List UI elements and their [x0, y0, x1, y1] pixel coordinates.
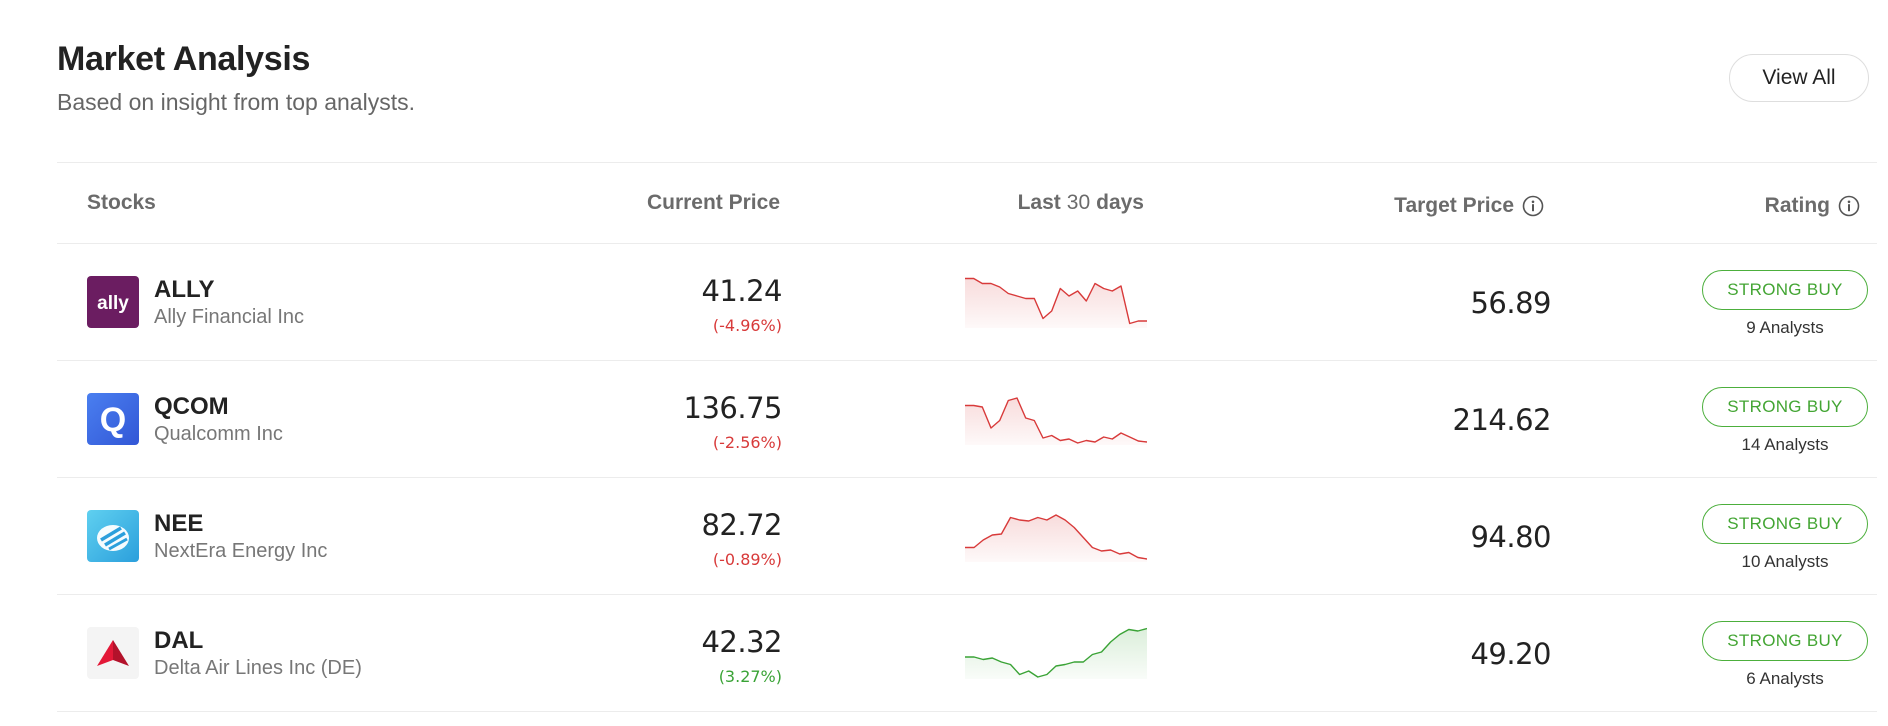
table-row[interactable]: ally ALLY Ally Financial Inc 41.24 (-4.9… [57, 244, 1877, 361]
rating-badge[interactable]: STRONG BUY [1702, 621, 1868, 661]
column-header-last-30-days: Last 30 days [1018, 191, 1144, 215]
ally-logo-icon: ally [87, 276, 139, 328]
column-header-stocks[interactable]: Stocks [87, 191, 156, 214]
analyst-count: 10 Analysts [1741, 552, 1829, 571]
company-name: Ally Financial Inc [154, 306, 305, 328]
current-price: 136.75 [683, 391, 783, 425]
price-change: (-2.56%) [712, 433, 782, 452]
days-label: days [1096, 191, 1144, 214]
info-icon[interactable] [1838, 195, 1860, 217]
company-name: Delta Air Lines Inc (DE) [154, 657, 362, 679]
rating-badge[interactable]: STRONG BUY [1702, 270, 1868, 310]
sparkline-line [965, 277, 1147, 325]
target-price: 49.20 [1470, 637, 1551, 671]
sparkline-chart [965, 277, 1147, 328]
stock-ticker[interactable]: DAL [154, 627, 204, 654]
view-all-button[interactable]: View All [1729, 54, 1869, 102]
sparkline-area [965, 398, 1147, 445]
analyst-count: 14 Analysts [1741, 435, 1829, 454]
sparkline-chart [965, 627, 1147, 679]
sparkline-line [965, 397, 1147, 444]
table-row[interactable]: DAL Delta Air Lines Inc (DE) 42.32 (3.27… [57, 595, 1877, 712]
market-analysis-table: Stocks Current Price Last 30 days Target… [57, 162, 1877, 712]
delta-logo-icon [87, 627, 139, 679]
target-price: 56.89 [1470, 286, 1551, 320]
sparkline-line [965, 627, 1147, 678]
table-row[interactable]: Q QCOM Qualcomm Inc 136.75 (-2.56%) 214.… [57, 361, 1877, 478]
column-header-target-price[interactable]: Target Price [1394, 194, 1544, 218]
analyst-count: 6 Analysts [1746, 669, 1824, 688]
last-label: Last [1017, 191, 1061, 214]
stock-ticker[interactable]: QCOM [154, 393, 229, 420]
rating-badge[interactable]: STRONG BUY [1702, 504, 1868, 544]
column-header-rating[interactable]: Rating [1765, 194, 1860, 218]
stock-ticker[interactable]: ALLY [154, 276, 215, 303]
qualcomm-logo-icon: Q [87, 393, 139, 445]
table-header: Stocks Current Price Last 30 days Target… [57, 162, 1877, 244]
nextera-logo-icon [87, 510, 139, 562]
company-name: NextEra Energy Inc [154, 540, 328, 562]
sparkline-chart [965, 514, 1147, 562]
price-change: (-4.96%) [712, 316, 782, 335]
column-header-current-price[interactable]: Current Price [646, 191, 780, 214]
analyst-count: 9 Analysts [1746, 318, 1824, 337]
stock-ticker[interactable]: NEE [154, 510, 204, 537]
info-icon[interactable] [1522, 195, 1544, 217]
sparkline-line [965, 514, 1147, 560]
current-price: 42.32 [701, 625, 782, 659]
price-change: (3.27%) [718, 667, 782, 686]
target-price: 94.80 [1470, 520, 1551, 554]
current-price: 82.72 [701, 508, 782, 542]
sparkline-area [965, 278, 1147, 328]
svg-text:ally: ally [97, 293, 129, 314]
svg-text:Q: Q [100, 401, 126, 439]
price-change: (-0.89%) [712, 550, 782, 569]
company-name: Qualcomm Inc [154, 423, 283, 445]
sparkline-chart [965, 397, 1147, 445]
page-header: Market Analysis Based on insight from to… [57, 40, 415, 116]
page-subtitle: Based on insight from top analysts. [57, 89, 415, 115]
current-price: 41.24 [701, 274, 782, 308]
rating-badge[interactable]: STRONG BUY [1702, 387, 1868, 427]
page-title: Market Analysis [57, 40, 311, 78]
rating-label: Rating [1764, 194, 1830, 217]
target-price-label: Target Price [1394, 194, 1514, 217]
sparkline-area [965, 628, 1147, 679]
table-row[interactable]: NEE NextEra Energy Inc 82.72 (-0.89%) 94… [57, 478, 1877, 595]
sparkline-area [965, 515, 1147, 562]
target-price: 214.62 [1452, 403, 1552, 437]
last-number: 30 [1066, 191, 1091, 214]
